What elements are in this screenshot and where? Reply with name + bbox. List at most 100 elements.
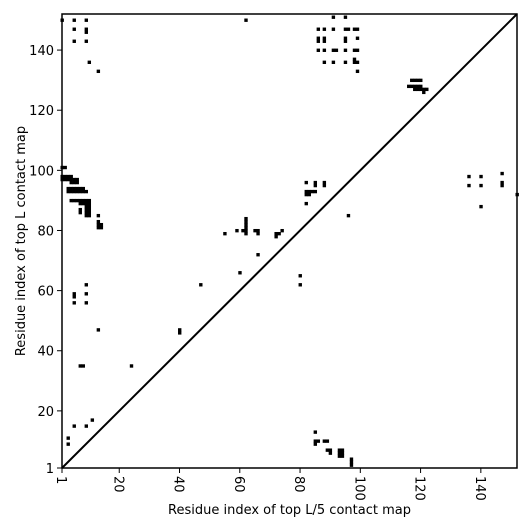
contact-cell-top-L (78, 207, 82, 212)
contact-cell-top-L (72, 292, 76, 296)
contact-cell-top-L5 (84, 424, 88, 428)
contact-cell-top-L (346, 213, 351, 218)
contact-cell-top-L (81, 198, 85, 203)
contact-cell-top-L5 (66, 442, 70, 446)
contact-cell-top-L (298, 274, 302, 278)
contact-cell-top-L5 (340, 454, 345, 458)
contact-cell-top-L (87, 60, 92, 64)
contact-cell-top-L5 (328, 451, 333, 455)
x-tick-label: 40 (171, 476, 186, 493)
contact-cell-top-L (304, 192, 308, 197)
contact-cell-top-L (355, 48, 360, 52)
contact-cell-top-L (322, 48, 327, 52)
contact-cell-top-L (63, 165, 67, 170)
contact-cell-top-L (84, 189, 88, 194)
contact-cell-top-L (331, 60, 336, 64)
y-tick-label: 20 (37, 405, 54, 420)
contact-cell-top-L (280, 228, 284, 233)
contact-cell-top-L (81, 189, 85, 194)
contact-cell-top-L (277, 231, 281, 236)
contact-cell-top-L (322, 60, 327, 64)
contact-cell-top-L (63, 177, 67, 182)
contact-cell-top-L (343, 27, 348, 31)
contact-cell-top-L (69, 180, 73, 185)
contact-cell-top-L5 (349, 463, 354, 467)
contact-cell-top-L (413, 87, 417, 92)
contact-cell-top-L (69, 174, 73, 179)
x-tick-label: 80 (291, 476, 306, 493)
contact-cell-top-L (244, 228, 248, 233)
x-tick-label: 1 (53, 476, 68, 484)
contact-cell-top-L (72, 18, 76, 22)
contact-cell-top-L (419, 78, 423, 83)
contact-cell-top-L (331, 27, 336, 31)
contact-cell-top-L (87, 207, 92, 212)
contact-cell-top-L (87, 198, 92, 203)
contact-cell-top-L (84, 198, 88, 203)
contact-cell-top-L (78, 364, 82, 368)
contact-cell-top-L (413, 84, 417, 89)
contact-cell-top-L (81, 201, 85, 206)
contact-cell-top-L (500, 183, 504, 188)
contact-cell-top-L (343, 39, 348, 43)
contact-cell-top-L5 (66, 436, 70, 440)
contact-cell-top-L (316, 27, 321, 31)
contact-cell-top-L (313, 183, 318, 188)
contact-cell-top-L (316, 39, 321, 43)
contact-cell-top-L5 (337, 454, 342, 458)
contact-cell-top-L (425, 87, 429, 92)
y-tick-label: 40 (37, 345, 54, 360)
contact-cell-top-L (81, 186, 85, 191)
contact-cell-top-L (467, 174, 471, 179)
contact-cell-top-L (307, 189, 311, 194)
contact-cell-top-L (274, 235, 278, 239)
contact-cell-top-L (479, 174, 483, 179)
contact-cell-top-L5 (349, 460, 354, 464)
contact-cell-top-L (63, 174, 67, 179)
contact-cell-top-L (304, 180, 308, 185)
contact-cell-top-L (84, 210, 88, 215)
contact-cell-top-L (69, 198, 73, 203)
contact-cell-top-L (96, 219, 101, 224)
contact-cell-top-L (84, 301, 88, 305)
contact-cell-top-L (84, 39, 88, 43)
contact-cell-top-L (87, 201, 92, 206)
contact-cell-top-L (244, 219, 248, 224)
contact-cell-top-L (410, 84, 414, 89)
contact-cell-top-L5 (328, 448, 333, 452)
contact-cell-top-L (244, 222, 248, 227)
contact-cell-top-L (479, 204, 483, 209)
contact-cell-top-L (419, 87, 423, 92)
contact-cell-top-L (343, 60, 348, 64)
contact-cell-top-L5 (325, 439, 330, 443)
contact-cell-top-L (72, 27, 76, 31)
contact-cell-top-L (81, 364, 85, 368)
contact-cell-top-L (422, 90, 426, 95)
contact-cell-top-L (274, 231, 278, 236)
contact-cell-top-L (78, 198, 82, 203)
contact-cell-top-L5 (72, 424, 76, 428)
y-tick-label: 80 (37, 224, 54, 239)
contact-cell-top-L (96, 222, 101, 227)
contact-cell-top-L (352, 27, 357, 31)
contact-cell-top-L (407, 84, 411, 89)
contact-cell-top-L (84, 204, 88, 209)
y-tick-label: 120 (29, 104, 54, 119)
contact-cell-top-L (72, 189, 76, 194)
contact-cell-top-L (69, 177, 73, 182)
contact-cell-top-L (253, 228, 257, 233)
contact-cell-top-L (416, 87, 420, 92)
contact-cell-top-L (99, 222, 104, 227)
contact-cell-top-L (75, 180, 79, 185)
x-tick-label: 120 (412, 476, 427, 501)
contact-cell-top-L (500, 171, 504, 176)
contact-cell-top-L (352, 57, 357, 61)
contact-cell-top-L5 (316, 439, 321, 443)
contact-cell-top-L (322, 180, 327, 185)
contact-cell-top-L (419, 84, 423, 89)
contact-cell-top-L (352, 48, 357, 52)
contact-cell-top-L5 (340, 448, 345, 452)
contact-cell-top-L (84, 18, 88, 22)
contact-cell-top-L (84, 292, 88, 296)
contact-cell-top-L (244, 18, 248, 22)
